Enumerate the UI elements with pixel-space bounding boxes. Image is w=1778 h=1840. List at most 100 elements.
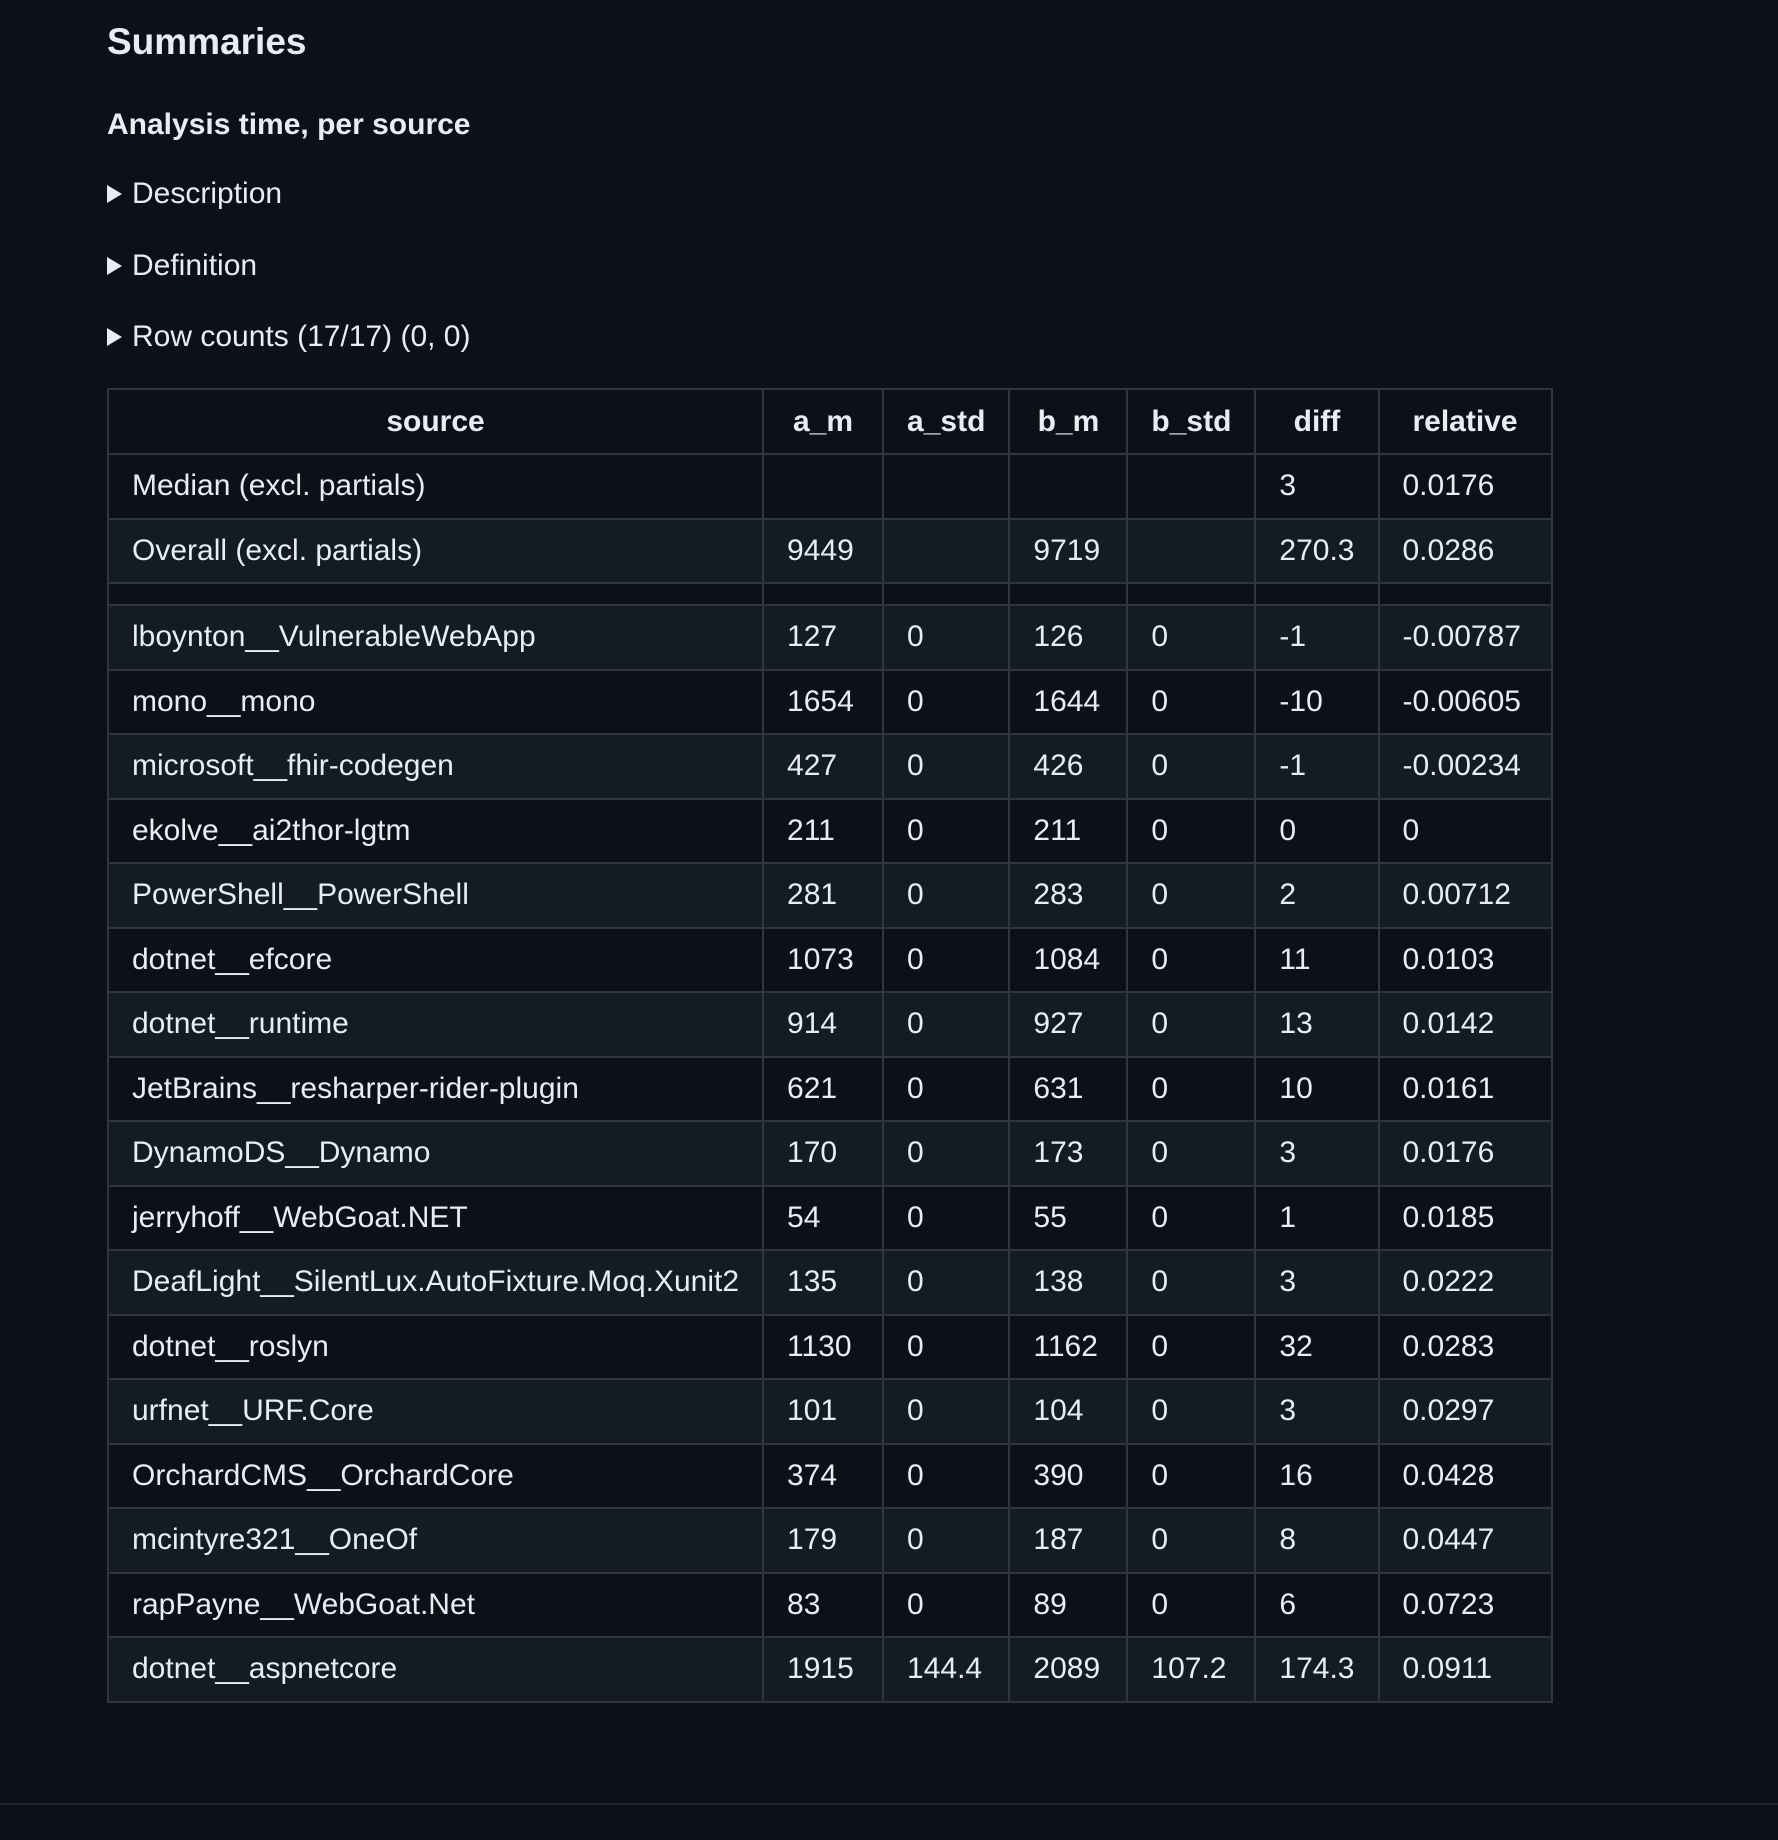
table-cell: 1644 — [1008, 668, 1129, 735]
table-row: JetBrains__resharper-rider-plugin 621 0 631… — [106, 1055, 1553, 1122]
table-cell: 0 — [882, 1313, 1011, 1380]
table-cell: PowerShell__PowerShell — [106, 862, 765, 929]
table-row: mcintyre321__OneOf 179 0 187 0 8 0.0447 — [106, 1507, 1553, 1574]
table-cell: 16 — [1254, 1442, 1380, 1509]
column-header: diff — [1254, 388, 1380, 455]
table-cell: 0 — [1126, 862, 1257, 929]
table-cell: -0.00605 — [1377, 668, 1553, 735]
column-header: source — [106, 388, 765, 455]
table-cell: 0 — [1126, 604, 1257, 671]
table-cell: 1 — [1254, 1184, 1380, 1251]
table-cell: 281 — [762, 862, 885, 929]
table-cell: 0.0286 — [1377, 517, 1553, 584]
table-cell: 2089 — [1008, 1636, 1129, 1703]
table-cell: OrchardCMS__OrchardCore — [106, 1442, 765, 1509]
table-cell: 179 — [762, 1507, 885, 1574]
table-row: rapPayne__WebGoat.Net 83 0 89 0 6 0.0723 — [106, 1571, 1553, 1638]
table-row: jerryhoff__WebGoat.NET 54 0 55 0 1 0.0185 — [106, 1184, 1553, 1251]
triangle-right-icon — [107, 328, 122, 346]
table-cell: 174.3 — [1254, 1636, 1380, 1703]
table-cell: 3 — [1254, 1249, 1380, 1316]
table-cell: 427 — [762, 733, 885, 800]
summary-row: Median (excl. partials) 3 0.0176 — [106, 453, 1553, 520]
table-cell: 173 — [1008, 1120, 1129, 1187]
table-cell: lboynton__VulnerableWebApp — [106, 604, 765, 671]
table-cell: 1915 — [762, 1636, 885, 1703]
table-cell: 0 — [1126, 1378, 1257, 1445]
table-cell: 9449 — [762, 517, 885, 584]
table-cell: 1073 — [762, 926, 885, 993]
table-cell: 0 — [1126, 1442, 1257, 1509]
table-cell: 0.0222 — [1377, 1249, 1553, 1316]
table-cell: rapPayne__WebGoat.Net — [106, 1571, 765, 1638]
table-cell: 138 — [1008, 1249, 1129, 1316]
table-cell: 55 — [1008, 1184, 1129, 1251]
table-cell: 0 — [1126, 1120, 1257, 1187]
table-cell: 0 — [1126, 1249, 1257, 1316]
table-cell: 3 — [1254, 1120, 1380, 1187]
description-label: Description — [132, 177, 283, 210]
table-cell: 927 — [1008, 991, 1129, 1058]
description-disclosure[interactable]: Description — [107, 175, 282, 213]
table-cell: Overall (excl. partials) — [106, 517, 765, 584]
table-cell: 3 — [1254, 1378, 1380, 1445]
table-row: ekolve__ai2thor-lgtm 211 0 211 0 0 0 — [106, 797, 1553, 864]
table-cell: 914 — [762, 991, 885, 1058]
definition-disclosure[interactable]: Definition — [107, 247, 257, 285]
table-row: urfnet__URF.Core 101 0 104 0 3 0.0297 — [106, 1378, 1553, 1445]
table-cell: 1130 — [762, 1313, 885, 1380]
table-cell: 0 — [882, 1249, 1011, 1316]
table-cell: 0 — [882, 1442, 1011, 1509]
analysis-time-table: source a_m a_std b_m b_std diff relative Media… — [106, 388, 1553, 1703]
table-row: lboynton__VulnerableWebApp 127 0 126 0 -1 -0.0… — [106, 604, 1553, 671]
table-cell: 101 — [762, 1378, 885, 1445]
table-cell: 0.0283 — [1377, 1313, 1553, 1380]
table-cell — [1008, 453, 1129, 520]
table-cell: microsoft__fhir-codegen — [106, 733, 765, 800]
column-header: relative — [1377, 388, 1553, 455]
table-cell: DeafLight__SilentLux.AutoFixture.Moq.Xun… — [106, 1249, 765, 1316]
table-cell: 2 — [1254, 862, 1380, 929]
table-cell: 631 — [1008, 1055, 1129, 1122]
table-row: dotnet__aspnetcore 1915 144.4 2089 107.2 174.… — [106, 1636, 1553, 1703]
triangle-right-icon — [107, 257, 122, 275]
table-cell: 13 — [1254, 991, 1380, 1058]
table-cell: 1654 — [762, 668, 885, 735]
table-cell: 0.0428 — [1377, 1442, 1553, 1509]
table-cell: 0 — [882, 926, 1011, 993]
table-cell: 0 — [1377, 797, 1553, 864]
table-cell: 621 — [762, 1055, 885, 1122]
table-cell: 0 — [1126, 668, 1257, 735]
table-cell: 0 — [1126, 991, 1257, 1058]
page-title: Summaries — [107, 21, 307, 62]
table-cell: ekolve__ai2thor-lgtm — [106, 797, 765, 864]
table-cell: 3 — [1254, 453, 1380, 520]
table-cell: 8 — [1254, 1507, 1380, 1574]
table-cell: 0.0297 — [1377, 1378, 1553, 1445]
table-cell: 0 — [1254, 797, 1380, 864]
table-cell: 54 — [762, 1184, 885, 1251]
table-cell — [762, 453, 885, 520]
spacer-cell — [882, 582, 1011, 606]
table-cell: 0 — [882, 1378, 1011, 1445]
table-cell: dotnet__roslyn — [106, 1313, 765, 1380]
table-cell: 1162 — [1008, 1313, 1129, 1380]
table-cell: -1 — [1254, 733, 1380, 800]
table-cell: dotnet__efcore — [106, 926, 765, 993]
table-cell: 0 — [1126, 733, 1257, 800]
table-cell — [1126, 453, 1257, 520]
table-cell: -0.00787 — [1377, 604, 1553, 671]
definition-label: Definition — [132, 249, 258, 282]
table-row: dotnet__roslyn 1130 0 1162 0 32 0.0283 — [106, 1313, 1553, 1380]
column-header: b_m — [1008, 388, 1129, 455]
spacer-cell — [1377, 582, 1553, 606]
table-cell: 0 — [882, 991, 1011, 1058]
column-header: a_m — [762, 388, 885, 455]
table-cell: 0 — [882, 733, 1011, 800]
row-counts-disclosure[interactable]: Row counts (17/17) (0, 0) — [107, 318, 470, 356]
table-cell: 0 — [1126, 926, 1257, 993]
table-cell: 0 — [882, 668, 1011, 735]
table-cell: 0 — [1126, 797, 1257, 864]
table-cell: 89 — [1008, 1571, 1129, 1638]
table-cell: 374 — [762, 1442, 885, 1509]
